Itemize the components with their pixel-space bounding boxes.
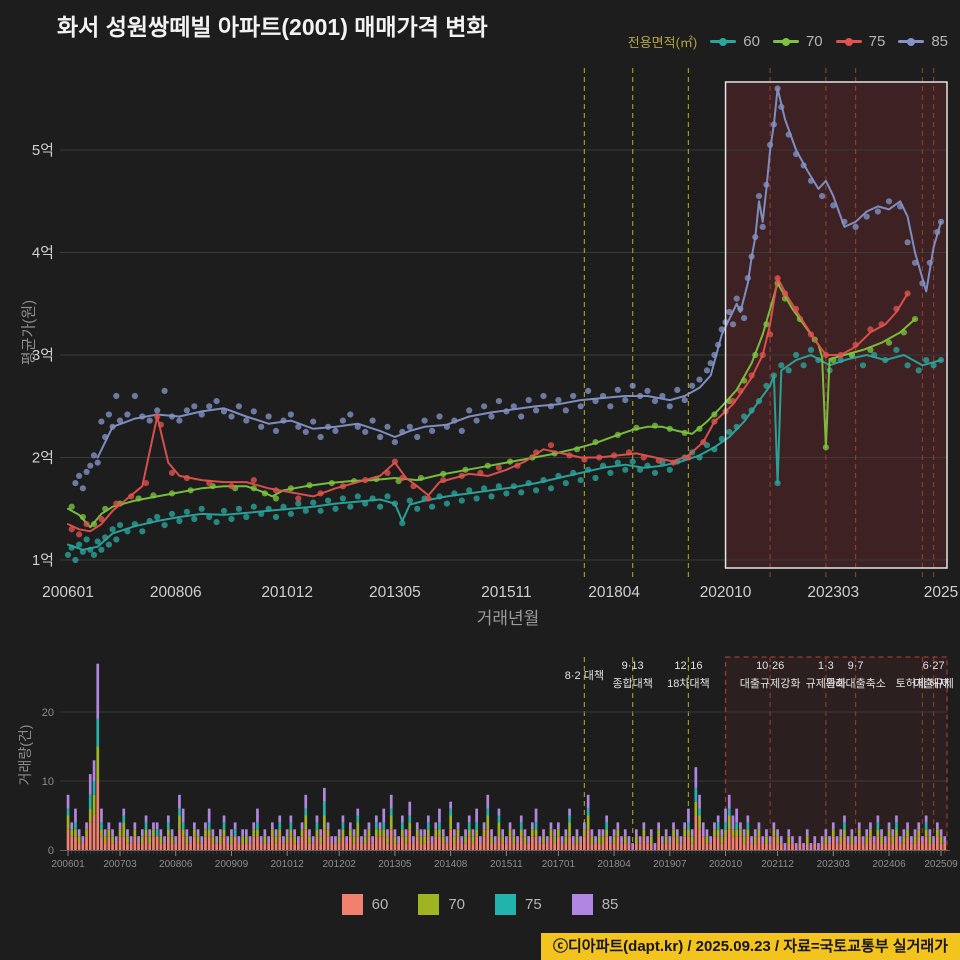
svg-text:특례대출축소: 특례대출축소 xyxy=(825,677,886,690)
dot-swatch-70-icon xyxy=(781,37,790,46)
svg-text:202406: 202406 xyxy=(872,859,906,870)
svg-text:201804: 201804 xyxy=(588,584,640,601)
square-swatch-85-icon xyxy=(571,894,593,915)
svg-text:18차대책: 18차대책 xyxy=(667,677,710,690)
volume-legend-label-70: 70 xyxy=(448,896,465,913)
price-series-85 xyxy=(72,85,945,492)
svg-text:202303: 202303 xyxy=(817,859,851,870)
svg-text:1억: 1억 xyxy=(32,552,54,569)
svg-text:토허제 해제: 토허제 해제 xyxy=(896,676,950,690)
svg-text:8·2 대책: 8·2 대책 xyxy=(565,669,604,682)
price-series-75 xyxy=(67,275,911,538)
svg-text:202509: 202509 xyxy=(924,859,958,870)
dot-swatch-75-icon xyxy=(844,37,853,46)
area-size-legend-label: 전용면적(㎡) xyxy=(627,35,698,50)
svg-text:9·7: 9·7 xyxy=(848,660,864,672)
square-swatch-70-icon xyxy=(418,894,440,915)
price-x-ticks: 200601 200806 201012 201305 201511 201804 2020… xyxy=(42,584,958,601)
highlight-border xyxy=(724,81,948,569)
svg-text:6·27: 6·27 xyxy=(923,660,945,672)
volume-grid: 0 10 20 xyxy=(42,707,948,857)
svg-text:201202: 201202 xyxy=(323,859,357,870)
legend-label-70: 70 xyxy=(805,33,823,50)
legend-item-85[interactable]: 85 xyxy=(898,33,948,50)
highlight-region xyxy=(725,82,947,568)
dot-swatch-60-icon xyxy=(719,37,728,46)
svg-text:10·26: 10·26 xyxy=(756,660,784,672)
svg-text:201907: 201907 xyxy=(653,859,687,870)
dot-swatch-85-icon xyxy=(907,37,916,46)
svg-text:12·16: 12·16 xyxy=(674,660,702,672)
line-swatch-85-icon xyxy=(898,37,925,46)
page-title: 화서 성원쌍떼빌 아파트(2001) 매매가격 변화 xyxy=(57,14,488,40)
legend-label-75: 75 xyxy=(868,33,886,50)
svg-text:201012: 201012 xyxy=(270,859,304,870)
svg-text:9·13: 9·13 xyxy=(622,660,644,672)
svg-text:202303: 202303 xyxy=(807,584,859,601)
date-axis-title: 거래년월 xyxy=(476,609,540,628)
attribution-bar: ⓒ디아파트(dapt.kr) / 2025.09.23 / 자료=국토교통부 실… xyxy=(540,933,960,960)
svg-text:200601: 200601 xyxy=(42,584,94,601)
svg-text:1·3: 1·3 xyxy=(818,660,834,672)
price-grid: 1억 2억 3억 4억 5억 xyxy=(32,142,948,569)
svg-text:200909: 200909 xyxy=(215,859,249,870)
svg-text:201408: 201408 xyxy=(434,859,468,870)
svg-text:0: 0 xyxy=(48,845,54,857)
square-swatch-75-icon xyxy=(495,894,516,915)
svg-text:200806: 200806 xyxy=(150,584,202,601)
svg-text:2억: 2억 xyxy=(32,450,54,467)
line-swatch-70-icon xyxy=(772,37,799,46)
volume-legend-item-75[interactable]: 75 xyxy=(495,894,542,915)
volume-legend-item-85[interactable]: 85 xyxy=(571,894,619,915)
svg-text:200806: 200806 xyxy=(159,859,193,870)
legend-item-70[interactable]: 70 xyxy=(772,33,823,50)
svg-text:202010: 202010 xyxy=(709,859,743,870)
volume-legend-item-70[interactable]: 70 xyxy=(418,894,465,915)
price-series-60 xyxy=(64,346,945,564)
svg-text:5억: 5억 xyxy=(32,142,54,159)
svg-text:201511: 201511 xyxy=(490,859,523,870)
price-axis-title: 평균가(원) xyxy=(20,299,38,366)
svg-text:규제완화: 규제완화 xyxy=(806,677,846,690)
svg-text:201701: 201701 xyxy=(542,859,576,870)
legend-item-75[interactable]: 75 xyxy=(835,33,886,50)
legend-label-60: 60 xyxy=(743,33,760,50)
svg-text:종합대책: 종합대책 xyxy=(612,677,652,690)
volume-legend: 60 70 75 85 xyxy=(0,894,960,915)
volume-legend-item-60[interactable]: 60 xyxy=(341,894,389,915)
svg-text:대출규제강화: 대출규제강화 xyxy=(740,677,801,690)
svg-text:10: 10 xyxy=(42,776,54,788)
volume-legend-label-75: 75 xyxy=(525,896,542,913)
svg-text:200703: 200703 xyxy=(103,859,137,870)
legend-item-60[interactable]: 60 xyxy=(710,33,760,50)
svg-text:202112: 202112 xyxy=(761,859,794,870)
line-swatch-60-icon xyxy=(710,37,737,46)
svg-text:201511: 201511 xyxy=(481,584,532,601)
square-swatch-60-icon xyxy=(341,894,363,915)
volume-policy-box xyxy=(724,656,948,851)
line-swatch-75-icon xyxy=(835,37,862,46)
policy-annotations: 8·2 대책 9·13 종합대책 12·16 18차대책 10·26 대출규제강화 1·3 규제… xyxy=(565,660,954,690)
svg-text:대출규제: 대출규제 xyxy=(913,677,953,690)
area-size-legend: 전용면적(㎡) 60 70 75 85 xyxy=(628,32,948,51)
svg-text:4억: 4억 xyxy=(32,245,54,262)
svg-text:202010: 202010 xyxy=(700,584,752,601)
svg-text:201012: 201012 xyxy=(261,584,313,601)
volume-legend-label-60: 60 xyxy=(371,896,389,913)
volume-legend-label-85: 85 xyxy=(601,896,619,913)
legend-label-85: 85 xyxy=(931,33,948,50)
volume-axis-title: 거래량(건) xyxy=(17,724,33,786)
volume-axis: 200601 200703 200806 200909 201012 201202 2013… xyxy=(51,850,958,870)
svg-text:2025: 2025 xyxy=(924,584,958,601)
svg-text:200601: 200601 xyxy=(51,859,85,870)
svg-text:20: 20 xyxy=(42,707,54,719)
svg-text:201804: 201804 xyxy=(597,859,631,870)
svg-text:3억: 3억 xyxy=(32,347,54,364)
svg-text:201305: 201305 xyxy=(378,859,412,870)
volume-bars xyxy=(66,663,947,850)
svg-text:201305: 201305 xyxy=(369,584,421,601)
